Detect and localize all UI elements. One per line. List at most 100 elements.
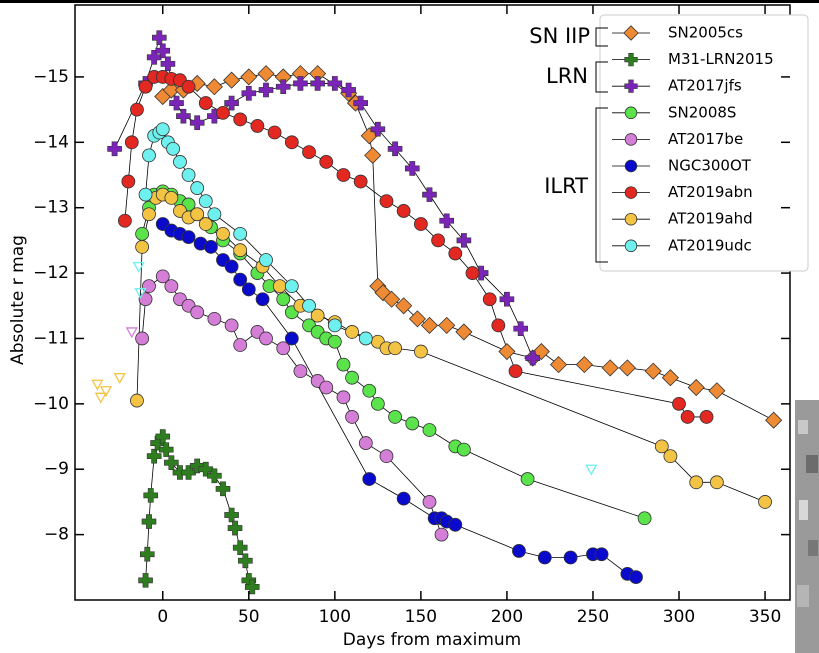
bracket	[595, 27, 608, 47]
legend-marker	[624, 239, 638, 253]
marker	[276, 341, 291, 356]
marker	[395, 297, 413, 315]
marker	[709, 475, 724, 490]
marker	[189, 458, 205, 474]
marker	[422, 495, 437, 509]
marker	[434, 527, 449, 542]
y-tick-label: −10	[33, 394, 69, 414]
legend-label: NGC300OT	[668, 157, 752, 175]
marker	[319, 155, 334, 169]
legend-marker	[624, 212, 638, 226]
marker	[259, 253, 273, 267]
inset-bg	[795, 400, 819, 653]
legend-marker	[624, 159, 638, 173]
marker	[130, 102, 144, 117]
marker	[224, 259, 239, 274]
marker	[198, 96, 213, 110]
marker	[190, 207, 205, 222]
y-axis-label: Absolute r mag	[8, 235, 28, 365]
marker	[241, 85, 257, 101]
marker	[138, 79, 153, 94]
legend: SN2005cs M31-LRN2015 AT2017jfs SN2008S AT201…	[599, 14, 809, 272]
x-axis-label: Days from maximum	[343, 630, 521, 650]
marker	[139, 546, 155, 562]
marker	[708, 382, 726, 400]
marker	[198, 194, 213, 209]
y-tick-label: −8	[44, 525, 69, 545]
marker	[661, 369, 679, 387]
legend-label: AT2019ahd	[668, 210, 753, 228]
marker	[181, 79, 196, 94]
marker	[408, 310, 427, 328]
upper-limit	[585, 464, 598, 476]
marker	[370, 121, 386, 137]
marker	[379, 194, 394, 209]
marker	[336, 168, 351, 182]
class-brackets	[595, 27, 608, 263]
marker	[164, 190, 179, 205]
marker	[216, 105, 230, 120]
marker	[121, 174, 136, 189]
marker	[276, 292, 291, 307]
x-tick-label: 250	[577, 607, 609, 627]
marker	[396, 491, 411, 506]
marker	[135, 226, 150, 241]
marker	[284, 135, 299, 150]
x-tick-label: 200	[491, 607, 523, 627]
marker	[233, 226, 248, 241]
marker	[413, 344, 428, 359]
marker	[336, 390, 351, 405]
legend-label: AT2019udc	[668, 236, 752, 254]
inset-pixel	[806, 455, 818, 473]
marker	[482, 292, 497, 307]
marker	[130, 393, 144, 408]
legend-label: SN2005cs	[668, 24, 743, 42]
marker	[629, 570, 643, 585]
marker	[107, 141, 122, 157]
marker	[364, 146, 382, 164]
marker	[215, 481, 231, 497]
legend-box	[599, 14, 809, 272]
marker	[431, 233, 445, 248]
marker	[319, 380, 334, 395]
marker	[224, 318, 239, 333]
legend-label: M31-LRN2015	[668, 50, 774, 68]
annotation: SN IIP	[529, 24, 590, 48]
inset-pixel	[797, 585, 809, 607]
inset-pixel	[808, 540, 818, 556]
marker	[302, 145, 316, 160]
marker	[396, 204, 411, 218]
marker	[353, 174, 368, 189]
marker	[520, 472, 535, 486]
marker	[663, 449, 678, 464]
marker	[310, 308, 325, 323]
marker	[250, 119, 265, 133]
marker	[508, 364, 523, 379]
marker	[327, 76, 343, 91]
annotation: LRN	[546, 64, 588, 88]
marker	[345, 370, 359, 385]
y-tick-label: −11	[33, 328, 69, 348]
marker	[456, 233, 472, 248]
marker	[327, 318, 342, 333]
marker	[267, 125, 282, 140]
marker	[135, 331, 150, 346]
marker	[448, 517, 463, 532]
y-tick-label: −15	[33, 67, 69, 87]
marker	[284, 331, 299, 346]
marker	[207, 468, 222, 484]
marker	[190, 181, 205, 195]
marker	[499, 291, 515, 307]
marker	[240, 68, 258, 86]
marker	[189, 115, 205, 130]
x-tick-label: 350	[749, 607, 781, 627]
y-tick-label: −13	[33, 198, 69, 218]
legend-marker	[624, 186, 638, 199]
marker	[302, 298, 316, 313]
marker	[439, 213, 454, 229]
marker	[637, 511, 652, 526]
marker	[241, 282, 256, 297]
marker	[259, 331, 273, 346]
marker	[575, 356, 593, 374]
